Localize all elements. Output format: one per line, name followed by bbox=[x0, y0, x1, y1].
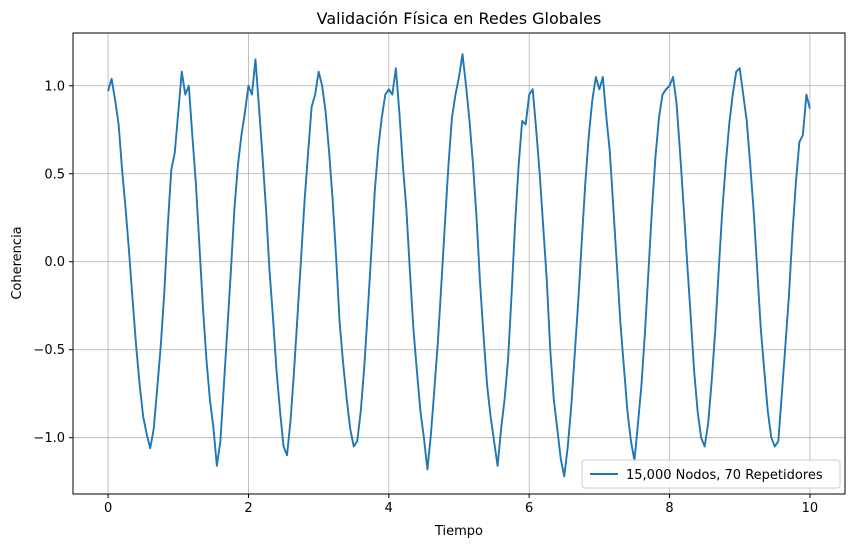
x-tick-label: 0 bbox=[104, 501, 112, 516]
x-tick-label: 2 bbox=[244, 501, 252, 516]
x-tick-label: 4 bbox=[385, 501, 393, 516]
y-tick-label: 1.0 bbox=[44, 79, 65, 94]
legend-box bbox=[581, 459, 841, 489]
legend-label: 15,000 Nodos, 70 Repetidores bbox=[626, 468, 823, 483]
series-line bbox=[107, 53, 811, 478]
x-tick-label: 6 bbox=[525, 501, 533, 516]
grid-layer bbox=[73, 33, 845, 494]
y-tick-label: −1.0 bbox=[33, 431, 65, 446]
legend: 15,000 Nodos, 70 Repetidores bbox=[581, 459, 841, 489]
chart-title: Validación Física en Redes Globales bbox=[317, 9, 602, 28]
y-axis-label: Coherencia bbox=[10, 226, 25, 299]
x-tick-label: 8 bbox=[665, 501, 673, 516]
x-axis-label: Tiempo bbox=[434, 524, 483, 539]
plot-frame bbox=[72, 32, 846, 495]
tick-layer: 0 2 4 6 8 10 −1.0 −0.5 0.0 0.5 1.0 bbox=[33, 79, 818, 516]
y-tick-label: −0.5 bbox=[33, 343, 65, 358]
y-tick-label: 0.0 bbox=[44, 255, 65, 270]
y-tick-label: 0.5 bbox=[44, 167, 65, 182]
x-tick-label: 10 bbox=[802, 501, 819, 516]
series-layer bbox=[107, 53, 811, 478]
